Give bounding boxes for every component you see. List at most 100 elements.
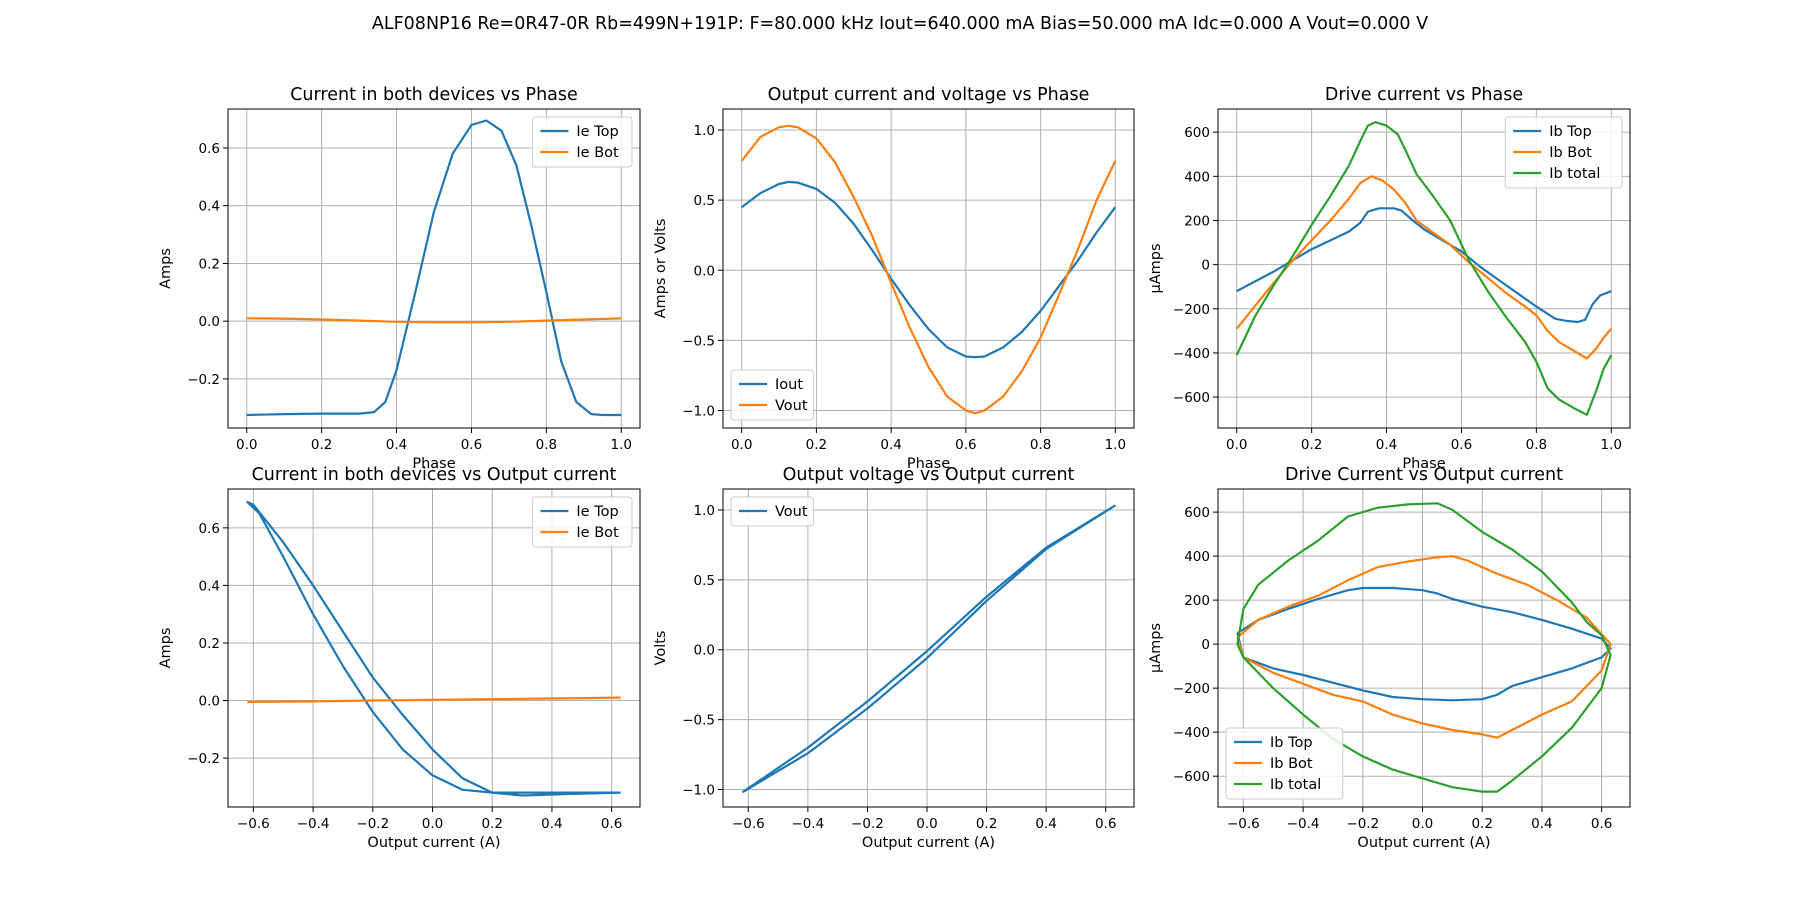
x-tick-label: 0.0 — [422, 816, 443, 832]
legend-label: Ie Top — [576, 124, 618, 140]
legend-label: Ie Bot — [576, 525, 619, 541]
series-line-ie-top — [246, 119, 622, 417]
legend-label: Vout — [775, 504, 808, 520]
legend-box — [1504, 116, 1623, 189]
chart-title: Output current and voltage vs Phase — [768, 85, 1090, 105]
series-line-ie-bot — [247, 696, 621, 704]
chart-3: 0.0 0.2 0.4 0.6 0.8 1.0 −600 −400 −200 0 200 400 600… — [1148, 85, 1631, 472]
legend: Ie Top Ie Bot — [531, 116, 633, 168]
x-axis-label: Phase — [412, 456, 455, 472]
series-line-ib-top — [1236, 207, 1612, 324]
y-tick-label: 0.5 — [694, 573, 715, 589]
y-tick-label: 0.4 — [199, 578, 220, 594]
axes-frame — [227, 108, 641, 429]
legend: Ib Top Ib Bot Ib total — [1225, 727, 1344, 800]
legend-box — [730, 496, 814, 527]
series-line-ib-total — [1235, 121, 1613, 416]
axes-frame — [722, 488, 1135, 808]
y-tick-label: 0.6 — [199, 521, 220, 537]
y-axis-label: μAmps — [1148, 623, 1164, 673]
legend-box — [531, 116, 633, 168]
x-axis-label: Phase — [1402, 456, 1445, 472]
chart-title: Drive current vs Phase — [1325, 85, 1523, 105]
x-axis-label: Output current (A) — [862, 835, 995, 851]
x-tick-label: 0.4 — [1376, 437, 1397, 453]
chart-title: Current in both devices vs Output curren… — [252, 465, 617, 485]
legend: Iout Vout — [730, 369, 814, 421]
y-tick-label: 0.0 — [199, 694, 220, 710]
y-tick-label: 0 — [1201, 637, 1210, 653]
x-tick-label: −0.6 — [1227, 816, 1260, 832]
legend-label: Ib Top — [1270, 735, 1313, 751]
y-axis-label: Amps — [158, 628, 174, 669]
y-tick-label: 600 — [1184, 125, 1210, 141]
x-tick-label: −0.6 — [732, 816, 765, 832]
x-tick-label: 0.0 — [1412, 816, 1433, 832]
x-tick-label: 0.4 — [386, 437, 407, 453]
plot-area — [246, 119, 622, 417]
x-tick-label: −0.4 — [297, 816, 330, 832]
x-tick-label: 0.0 — [1226, 437, 1247, 453]
x-tick-label: 0.2 — [806, 437, 827, 453]
x-axis-label: Phase — [907, 456, 950, 472]
series-line-ie-bot — [246, 317, 622, 324]
x-tick-label: 0.4 — [1531, 816, 1552, 832]
x-axis-label: Output current (A) — [367, 835, 500, 851]
x-axis-label: Output current (A) — [1357, 835, 1490, 851]
y-tick-label: −600 — [1173, 390, 1210, 406]
y-tick-label: 0.2 — [199, 256, 220, 272]
x-tick-label: 0.8 — [1030, 437, 1051, 453]
legend-label: Ie Top — [576, 504, 618, 520]
x-tick-label: 0.6 — [601, 816, 622, 832]
legend-label: Ie Bot — [576, 145, 619, 161]
series-line-ib-total — [1236, 502, 1612, 793]
plot-area — [246, 500, 621, 797]
x-tick-label: −0.2 — [1346, 816, 1379, 832]
legend-label: Ib Top — [1549, 124, 1592, 140]
x-tick-label: −0.4 — [791, 816, 824, 832]
y-tick-label: 200 — [1184, 593, 1210, 609]
chart-title: Drive Current vs Output current — [1285, 465, 1563, 485]
axes-frame — [1217, 488, 1631, 808]
legend-label: Ib Bot — [1270, 756, 1313, 772]
y-tick-label: 600 — [1184, 505, 1210, 521]
legend-box — [1225, 727, 1344, 800]
y-tick-label: −600 — [1173, 769, 1210, 785]
x-tick-label: 1.0 — [611, 437, 632, 453]
y-tick-label: −400 — [1173, 725, 1210, 741]
y-axis-label: Amps — [158, 248, 174, 289]
legend: Ib Top Ib Bot Ib total — [1504, 116, 1623, 189]
y-tick-label: 1.0 — [694, 123, 715, 139]
series-line-ib-top — [1236, 586, 1612, 702]
plot-area — [741, 504, 1116, 794]
series-line-iout — [741, 180, 1117, 359]
x-tick-label: 0.6 — [1095, 816, 1116, 832]
y-tick-label: −200 — [1173, 681, 1210, 697]
y-tick-label: −0.5 — [682, 713, 715, 729]
x-tick-label: −0.2 — [851, 816, 884, 832]
y-tick-label: 1.0 — [694, 503, 715, 519]
x-tick-label: 0.6 — [955, 437, 976, 453]
series-line-ib-bot — [1236, 554, 1612, 739]
y-tick-label: −400 — [1173, 346, 1210, 362]
y-tick-label: 400 — [1184, 549, 1210, 565]
y-tick-label: 0.2 — [199, 636, 220, 652]
legend-label: Vout — [775, 398, 808, 414]
legend: Ie Top Ie Bot — [531, 496, 633, 548]
x-tick-label: 0.0 — [916, 816, 937, 832]
y-tick-label: −200 — [1173, 302, 1210, 318]
plot-area — [1235, 121, 1613, 416]
axes-frame — [1217, 108, 1631, 429]
axes-frame — [722, 108, 1135, 429]
axes-frame — [227, 488, 641, 808]
chart-title: Output voltage vs Output current — [783, 465, 1075, 485]
chart-4: −0.6 −0.4 −0.2 0.0 0.2 0.4 0.6 −0.2 0.0 0.2 0.4 0.6… — [158, 465, 641, 851]
x-tick-label: 1.0 — [1105, 437, 1126, 453]
chart-5: −0.6 −0.4 −0.2 0.0 0.2 0.4 0.6 −1.0 −0.5 0.0 0.5 1.… — [653, 465, 1135, 851]
x-tick-label: 0.8 — [536, 437, 557, 453]
chart-1: 0.0 0.2 0.4 0.6 0.8 1.0 −0.2 0.0 0.2 0.4 0.6 Curren… — [158, 85, 641, 472]
legend-box — [730, 369, 814, 421]
legend-label: Ib Bot — [1549, 145, 1592, 161]
y-axis-label: Volts — [653, 631, 669, 666]
x-tick-label: 1.0 — [1601, 437, 1622, 453]
